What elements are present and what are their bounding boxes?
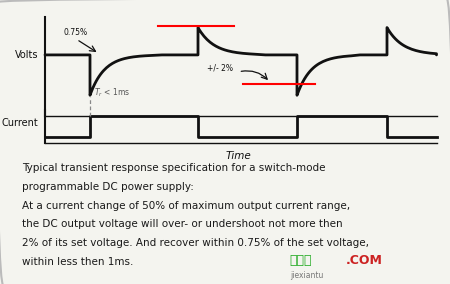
Text: jiexiantu: jiexiantu — [290, 271, 323, 280]
Text: within less then 1ms.: within less then 1ms. — [22, 257, 133, 267]
Text: 2% of its set voltage. And recover within 0.75% of the set voltage,: 2% of its set voltage. And recover withi… — [22, 239, 369, 248]
Text: 接线图: 接线图 — [290, 254, 312, 266]
Text: At a current change of 50% of maximum output current range,: At a current change of 50% of maximum ou… — [22, 201, 350, 210]
Text: .COM: .COM — [346, 254, 383, 266]
Text: $T_r$ < 1ms: $T_r$ < 1ms — [94, 86, 130, 99]
Text: +/- 2%: +/- 2% — [207, 64, 233, 72]
Text: the DC output voltage will over- or undershoot not more then: the DC output voltage will over- or unde… — [22, 220, 342, 229]
Text: Volts: Volts — [15, 50, 38, 60]
Text: Current: Current — [1, 118, 38, 128]
Text: 0.75%: 0.75% — [63, 28, 87, 37]
Text: Typical transient response specification for a switch-mode: Typical transient response specification… — [22, 163, 325, 173]
Text: Time: Time — [225, 151, 252, 161]
Text: programmable DC power supply:: programmable DC power supply: — [22, 182, 194, 192]
